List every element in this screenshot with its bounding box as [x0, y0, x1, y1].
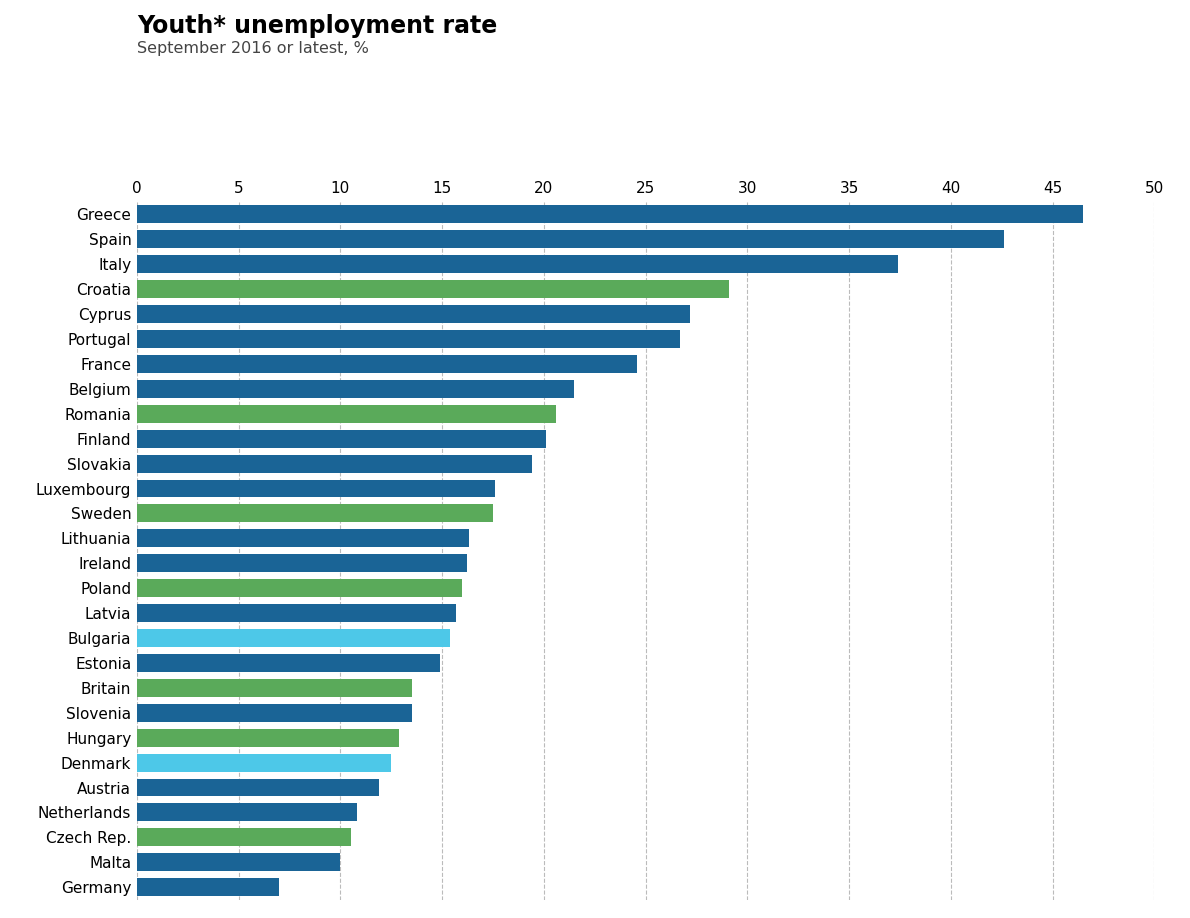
- Bar: [137, 729, 400, 746]
- Bar: [137, 778, 378, 797]
- Bar: [137, 430, 546, 448]
- Bar: [137, 854, 340, 871]
- Bar: [137, 230, 1003, 248]
- Bar: [137, 879, 280, 896]
- Bar: [137, 654, 440, 672]
- Bar: [137, 505, 493, 522]
- Bar: [137, 629, 450, 647]
- Text: Youth* unemployment rate: Youth* unemployment rate: [137, 14, 497, 38]
- Bar: [137, 206, 1083, 223]
- Bar: [137, 355, 638, 373]
- Bar: [137, 704, 412, 722]
- Bar: [137, 554, 466, 572]
- Bar: [137, 579, 463, 597]
- Bar: [137, 405, 556, 422]
- Bar: [137, 828, 351, 846]
- Bar: [137, 380, 575, 397]
- Bar: [137, 679, 412, 697]
- Bar: [137, 803, 357, 822]
- Bar: [137, 280, 729, 298]
- Bar: [137, 330, 681, 348]
- Bar: [137, 454, 532, 473]
- Bar: [137, 305, 690, 323]
- Bar: [137, 754, 392, 771]
- Text: September 2016 or latest, %: September 2016 or latest, %: [137, 41, 369, 56]
- Bar: [137, 530, 469, 547]
- Bar: [137, 479, 495, 498]
- Bar: [137, 255, 898, 274]
- Bar: [137, 604, 456, 622]
